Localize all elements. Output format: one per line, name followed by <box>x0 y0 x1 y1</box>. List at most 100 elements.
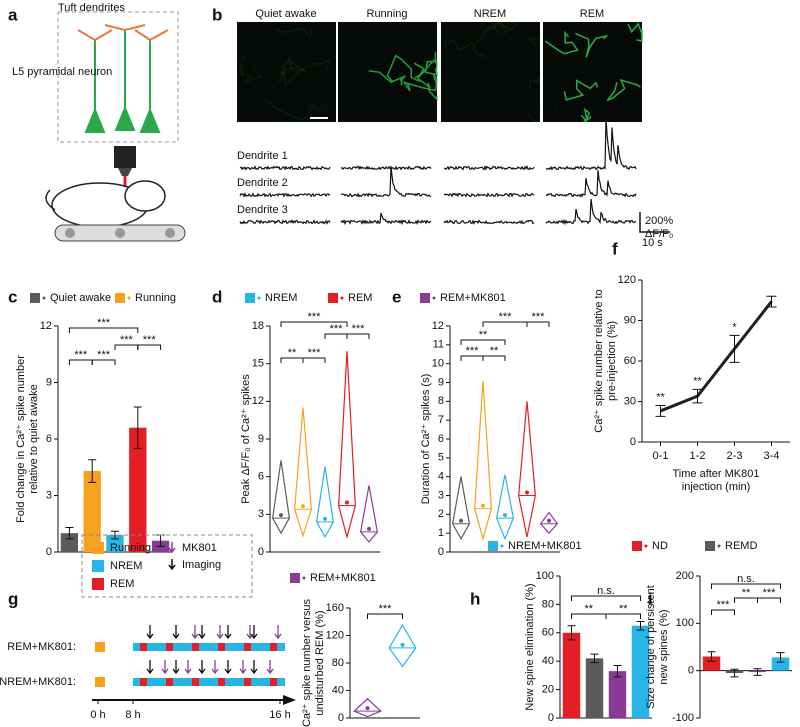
y-tick-label: 10 <box>432 358 444 370</box>
scale-label: 10 s <box>642 237 663 249</box>
rem-block <box>270 643 277 651</box>
scale-bar <box>639 212 670 233</box>
y-tick-label: 40 <box>332 684 344 696</box>
legend-swatch <box>245 293 255 303</box>
column-label: REM <box>580 8 604 20</box>
violin <box>353 697 382 718</box>
median-dot <box>279 513 283 518</box>
arrow <box>168 542 176 554</box>
trace-label: Dendrite 3 <box>237 204 288 216</box>
trace <box>545 117 637 171</box>
legend-swatch <box>92 542 104 554</box>
dendrite <box>386 54 421 83</box>
violin <box>272 460 290 535</box>
sig-label: n.s. <box>737 573 755 585</box>
arrow <box>172 625 180 640</box>
nrem-block <box>133 643 285 651</box>
dendrite <box>627 22 643 42</box>
rem-block <box>140 678 147 686</box>
median-dot <box>459 518 463 523</box>
legend-label: ND <box>652 540 668 552</box>
y-tick-label: 6 <box>258 471 264 483</box>
sig-bracket <box>571 595 641 601</box>
trace-label: Dendrite 2 <box>237 177 288 189</box>
y-tick-label: 8 <box>438 395 444 407</box>
dendrite <box>544 30 579 55</box>
median-dot <box>365 706 370 711</box>
scale-label: 200% <box>645 215 673 227</box>
dendrite <box>606 79 641 101</box>
error-bar <box>133 406 142 449</box>
arrow <box>172 660 180 675</box>
sig-label: *** <box>308 347 322 359</box>
y-tick-label: 0 <box>338 712 344 724</box>
sig-label: *** <box>352 323 366 335</box>
dendrite <box>580 107 592 123</box>
rem-block <box>218 678 225 686</box>
y-tick-label: 100 <box>536 570 554 582</box>
error-bar <box>692 388 703 404</box>
sig-bracket <box>757 597 781 603</box>
y-axis-label: pre-injection (%) <box>606 321 618 401</box>
sig-bracket <box>367 613 403 619</box>
y-tick-label: 0 <box>258 546 264 558</box>
x-tick-label: 0-1 <box>653 450 669 462</box>
legend-swatch <box>420 293 430 303</box>
mouse-diagram <box>45 11 186 242</box>
violin <box>496 474 514 541</box>
legend-dot <box>340 296 344 300</box>
legend-label: NREM <box>265 292 297 304</box>
y-tick-label: 18 <box>252 320 264 332</box>
rem-block <box>218 643 225 651</box>
y-tick-label: 0 <box>548 712 554 724</box>
trace <box>443 219 535 225</box>
sig-bracket <box>526 321 550 327</box>
column-label: NREM <box>474 8 506 20</box>
sig-bracket <box>711 583 781 589</box>
sig-label: n.s. <box>597 585 615 597</box>
x-axis-label: Time after MK801 <box>672 468 759 480</box>
error-bar <box>88 459 97 483</box>
violin <box>338 351 356 540</box>
running-block <box>95 677 105 687</box>
y-tick-label: 80 <box>332 657 344 669</box>
x-axis-label: injection (min) <box>682 481 750 493</box>
y-tick-label: 160 <box>326 602 344 614</box>
sig-label: ** <box>656 391 665 403</box>
y-tick-label: 200 <box>676 570 694 582</box>
panel-label: b <box>212 5 222 24</box>
arrow <box>184 660 192 675</box>
sig-label: ** <box>288 347 297 359</box>
error-bar <box>655 405 666 417</box>
sig-label: ** <box>619 603 628 615</box>
sig-label: *** <box>120 334 134 346</box>
y-tick-label: 9 <box>46 376 52 388</box>
arrow <box>216 625 224 640</box>
dendrite <box>277 69 301 88</box>
roi-label: 2 <box>362 66 368 78</box>
y-tick-label: 60 <box>542 627 554 639</box>
bar <box>83 471 101 552</box>
rem-block <box>244 678 251 686</box>
y-tick-label: 120 <box>326 629 344 641</box>
y-tick-label: 12 <box>40 320 52 332</box>
legend-swatch <box>632 541 642 551</box>
error-bar <box>590 653 599 664</box>
sig-label: ** <box>490 345 499 357</box>
violin <box>294 407 312 538</box>
x-tick-label: 3-4 <box>764 450 780 462</box>
error-bar <box>65 527 74 540</box>
legend-swatch <box>290 573 300 583</box>
sig-label: *** <box>97 317 111 329</box>
arrow <box>224 660 232 675</box>
y-tick-label: 9 <box>258 433 264 445</box>
legend-swatch <box>705 541 715 551</box>
roi-label: 2 <box>567 66 573 78</box>
dendrite <box>413 62 438 102</box>
trace <box>340 165 432 171</box>
y-tick-label: 6 <box>46 433 52 445</box>
y-tick-label: 60 <box>624 355 636 367</box>
error-bar <box>729 334 740 363</box>
arrow <box>246 625 254 640</box>
y-axis-label: undisturbed REM (%) <box>314 610 326 715</box>
